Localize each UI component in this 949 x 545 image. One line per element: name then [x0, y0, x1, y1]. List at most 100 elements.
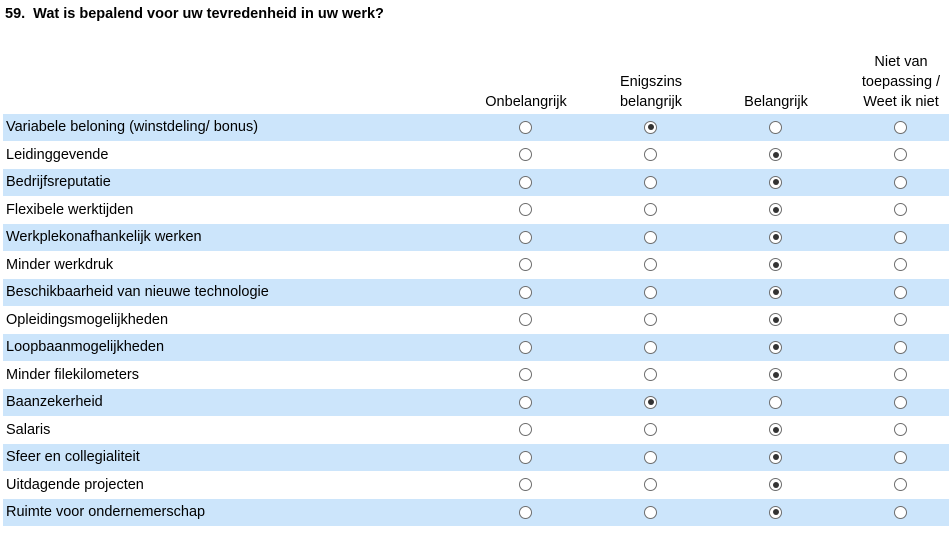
matrix-row: Leidinggevende [3, 142, 949, 169]
radio-button[interactable] [894, 505, 907, 519]
radio-button[interactable] [644, 203, 657, 216]
radio-button[interactable] [894, 203, 907, 216]
radio-button[interactable] [519, 478, 532, 491]
radio-button[interactable] [519, 423, 532, 436]
radio-button[interactable] [894, 148, 907, 161]
radio-button[interactable] [769, 395, 782, 409]
radio-button[interactable] [644, 313, 657, 326]
matrix-row: Flexibele werktijden [3, 197, 949, 224]
radio-button[interactable] [769, 258, 782, 271]
radio-button[interactable] [644, 478, 657, 491]
radio-button[interactable] [644, 120, 657, 134]
row-label: Leidinggevende [6, 146, 109, 163]
radio-button[interactable] [769, 505, 782, 519]
matrix-row: Ruimte voor ondernemerschap [3, 499, 949, 527]
radio-button[interactable] [894, 450, 907, 464]
matrix-row: Baanzekerheid [3, 389, 949, 417]
radio-button[interactable] [894, 258, 907, 271]
radio-button[interactable] [769, 450, 782, 464]
matrix-row: Variabele beloning (winstdeling/ bonus) [3, 114, 949, 142]
radio-button[interactable] [894, 368, 907, 381]
radio-button[interactable] [644, 175, 657, 189]
radio-button[interactable] [519, 285, 532, 299]
radio-button[interactable] [519, 120, 532, 134]
matrix-row: Opleidingsmogelijkheden [3, 307, 949, 334]
column-header-line: Niet van [874, 54, 928, 70]
radio-button[interactable] [644, 258, 657, 271]
column-header-4: Niet van toepassing / Weet ik niet [836, 52, 949, 112]
radio-button[interactable] [769, 120, 782, 134]
row-label: Beschikbaarheid van nieuwe technologie [6, 284, 269, 300]
radio-button[interactable] [894, 120, 907, 134]
row-label: Opleidingsmogelijkheden [6, 311, 169, 328]
radio-button[interactable] [644, 285, 657, 299]
column-header-line: Onbelangrijk [485, 94, 567, 110]
row-label: Baanzekerheid [6, 394, 103, 410]
matrix-row: Minder werkdruk [3, 252, 949, 279]
matrix-row: Salaris [3, 417, 949, 444]
column-header-3: Belangrijk [711, 92, 841, 112]
radio-button[interactable] [769, 368, 782, 381]
radio-button[interactable] [894, 395, 907, 409]
row-label: Minder filekilometers [6, 366, 139, 383]
radio-button[interactable] [644, 340, 657, 354]
radio-button[interactable] [769, 230, 782, 244]
radio-button[interactable] [644, 505, 657, 519]
radio-button[interactable] [519, 505, 532, 519]
row-label: Flexibele werktijden [6, 201, 134, 218]
radio-button[interactable] [644, 395, 657, 409]
radio-button[interactable] [769, 175, 782, 189]
row-label: Variabele beloning (winstdeling/ bonus) [6, 119, 259, 135]
radio-button[interactable] [519, 313, 532, 326]
radio-button[interactable] [769, 478, 782, 491]
column-header-line: Enigszins [619, 74, 683, 90]
radio-button[interactable] [894, 478, 907, 491]
question-number: 59. [5, 6, 26, 22]
radio-button[interactable] [519, 368, 532, 381]
matrix-row: Sfeer en collegialiteit [3, 444, 949, 472]
column-header-line: Weet ik niet [863, 94, 939, 110]
column-header-line: toepassing / [861, 74, 941, 90]
row-label: Bedrijfsreputatie [6, 174, 111, 190]
rating-matrix: Variabele beloning (winstdeling/ bonus) L… [3, 114, 949, 527]
radio-button[interactable] [519, 395, 532, 409]
radio-button[interactable] [769, 423, 782, 436]
row-label: Minder werkdruk [6, 256, 114, 273]
radio-button[interactable] [644, 450, 657, 464]
radio-button[interactable] [519, 175, 532, 189]
radio-button[interactable] [894, 230, 907, 244]
radio-button[interactable] [644, 230, 657, 244]
radio-button[interactable] [769, 340, 782, 354]
column-header-line: belangrijk [619, 94, 683, 110]
radio-button[interactable] [519, 203, 532, 216]
radio-button[interactable] [644, 368, 657, 381]
matrix-row: Beschikbaarheid van nieuwe technologie [3, 279, 949, 307]
radio-button[interactable] [894, 313, 907, 326]
column-header-1: Onbelangrijk [461, 92, 591, 112]
row-label: Salaris [6, 421, 51, 438]
column-header-line: Belangrijk [744, 94, 808, 110]
row-label: Sfeer en collegialiteit [6, 449, 140, 465]
radio-button[interactable] [519, 148, 532, 161]
column-header-2: Enigszins belangrijk [586, 72, 716, 112]
matrix-row: Werkplekonafhankelijk werken [3, 224, 949, 252]
radio-button[interactable] [769, 313, 782, 326]
row-label: Ruimte voor ondernemerschap [6, 504, 206, 520]
radio-button[interactable] [519, 340, 532, 354]
radio-button[interactable] [769, 148, 782, 161]
matrix-row: Bedrijfsreputatie [3, 169, 949, 197]
radio-button[interactable] [894, 285, 907, 299]
radio-button[interactable] [894, 423, 907, 436]
matrix-row: Loopbaanmogelijkheden [3, 334, 949, 362]
radio-button[interactable] [519, 230, 532, 244]
radio-button[interactable] [519, 450, 532, 464]
radio-button[interactable] [769, 285, 782, 299]
radio-button[interactable] [519, 258, 532, 271]
radio-button[interactable] [894, 175, 907, 189]
radio-button[interactable] [894, 340, 907, 354]
radio-button[interactable] [644, 423, 657, 436]
radio-button[interactable] [769, 203, 782, 216]
row-label: Loopbaanmogelijkheden [6, 339, 165, 355]
question-text: Wat is bepalend voor uw tevredenheid in … [33, 6, 384, 22]
radio-button[interactable] [644, 148, 657, 161]
